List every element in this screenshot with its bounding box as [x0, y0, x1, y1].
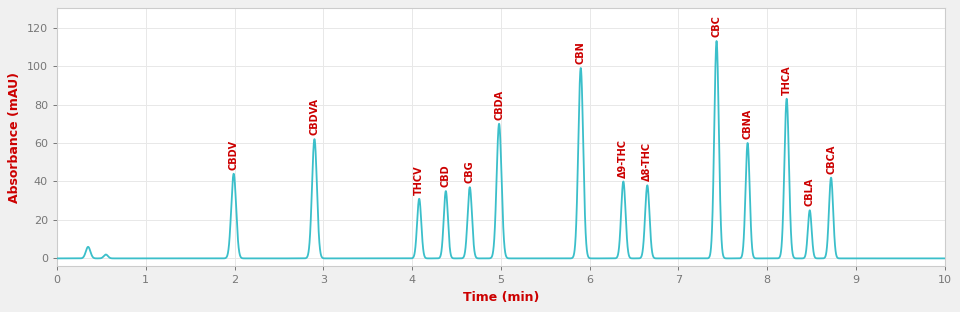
Text: CBNA: CBNA — [743, 109, 753, 139]
Text: Δ9-THC: Δ9-THC — [618, 139, 629, 178]
Text: CBN: CBN — [576, 41, 586, 64]
Text: CBDA: CBDA — [494, 90, 504, 120]
Text: CBG: CBG — [465, 161, 475, 183]
Text: Δ8-THC: Δ8-THC — [642, 142, 652, 182]
Text: CBLA: CBLA — [804, 178, 815, 207]
Text: CBD: CBD — [441, 165, 451, 187]
Text: CBCA: CBCA — [826, 144, 836, 174]
Text: CBDVA: CBDVA — [309, 98, 320, 135]
Text: CBDV: CBDV — [228, 140, 239, 170]
Text: CBC: CBC — [711, 15, 722, 37]
Text: THCV: THCV — [414, 165, 424, 195]
Y-axis label: Absorbance (mAU): Absorbance (mAU) — [9, 72, 21, 203]
Text: THCA: THCA — [781, 65, 792, 95]
X-axis label: Time (min): Time (min) — [463, 291, 540, 304]
